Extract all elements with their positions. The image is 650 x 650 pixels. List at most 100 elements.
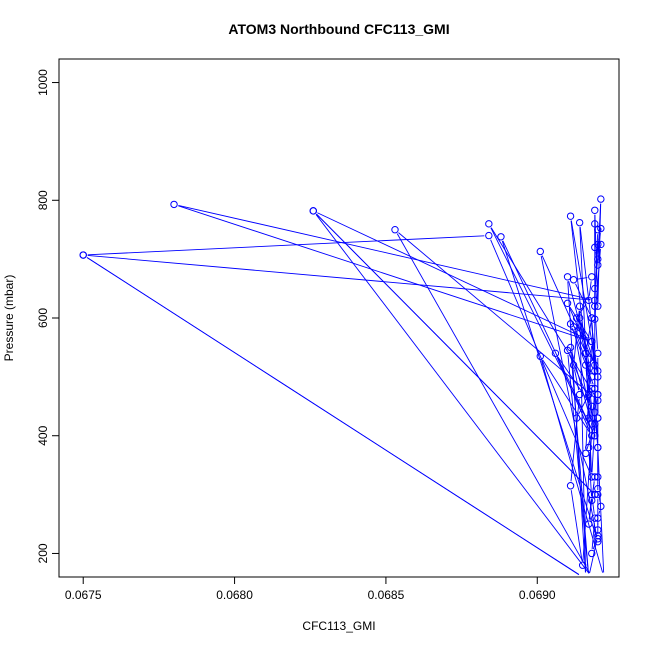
series-line-segment (598, 248, 601, 261)
data-point (575, 302, 584, 310)
data-point (594, 226, 602, 234)
data-point (594, 532, 602, 540)
data-point (588, 420, 596, 428)
data-point (551, 349, 560, 358)
y-tick-label: 600 (36, 308, 50, 328)
data-point (563, 299, 572, 307)
series-line-segment (598, 510, 601, 514)
series-line-segment (591, 481, 595, 497)
x-axis: 0.0675 0.0680 0.0685 0.0690 (65, 576, 556, 602)
data-point (588, 432, 596, 440)
series-line-segment (591, 428, 595, 473)
data-point (594, 414, 602, 422)
y-tick-label: 400 (36, 425, 50, 445)
data-point (497, 233, 505, 241)
series-line-segment (591, 522, 595, 550)
series-line-segment (178, 204, 591, 300)
series-line-segment (502, 240, 594, 432)
series-line-segment (501, 240, 597, 538)
data-point (309, 207, 317, 215)
data-point (578, 561, 587, 569)
data-point (485, 220, 493, 228)
data-point (591, 206, 599, 214)
series-line-segment (490, 239, 591, 473)
data-point (569, 276, 578, 284)
data-point (588, 337, 596, 346)
data-point (597, 240, 605, 249)
series-line-segment (86, 257, 580, 575)
data-point (588, 402, 596, 410)
data-point (591, 384, 599, 393)
series-line-segment (490, 227, 596, 397)
data-point (591, 367, 599, 375)
series-line-segment (398, 232, 595, 398)
series-line-segment (316, 213, 592, 492)
data-point (582, 349, 590, 358)
data-point (170, 200, 178, 209)
data-point (536, 247, 544, 256)
data-point (585, 355, 593, 363)
data-point (536, 352, 544, 360)
series-line-segment (586, 322, 592, 349)
series-line-segment (574, 369, 580, 391)
series-line-segment (588, 281, 592, 296)
data-point (591, 420, 599, 428)
data-point (585, 390, 593, 399)
data-point (391, 226, 399, 234)
data-point (591, 243, 599, 252)
series-line-segment (542, 359, 590, 433)
series-line-segment (540, 255, 598, 538)
data-point (594, 443, 602, 452)
x-tick-label: 0.0675 (65, 588, 102, 602)
chart-title: ATOM3 Northbound CFC113_GMI (228, 21, 449, 37)
series-line-segment (598, 232, 601, 241)
data-point (588, 384, 596, 393)
data-point (591, 514, 599, 522)
data-point (591, 315, 599, 323)
data-point (575, 390, 584, 399)
data-point (566, 343, 575, 352)
data-point (594, 537, 602, 546)
series-line-segment (578, 303, 587, 315)
x-tick-label: 0.0690 (519, 588, 556, 602)
series-layer (79, 195, 605, 575)
data-point (591, 408, 599, 416)
data-point (594, 396, 602, 405)
data-point (582, 449, 590, 458)
series-line-segment (315, 214, 590, 574)
data-point (575, 314, 584, 322)
series-line-segment (594, 310, 598, 349)
series-line-segment (570, 220, 595, 432)
series-line-segment (556, 357, 591, 432)
data-point (569, 361, 578, 369)
y-tick-label: 800 (36, 190, 50, 210)
data-point (79, 251, 87, 259)
data-point (594, 526, 602, 534)
data-point (572, 314, 581, 322)
series-line-segment (87, 254, 591, 301)
data-point (591, 432, 599, 440)
data-point (594, 373, 602, 381)
series-line-segment (567, 281, 586, 573)
series-line-segment (570, 351, 589, 573)
data-point (585, 520, 593, 528)
y-axis-label: Pressure (mbar) (2, 275, 16, 362)
data-point (594, 261, 602, 269)
x-tick-label: 0.0680 (216, 588, 253, 602)
y-tick-label: 200 (36, 543, 50, 563)
series-line-segment (591, 322, 605, 573)
series-line-segment (571, 327, 594, 385)
data-point (485, 231, 493, 240)
y-axis: 200 400 600 800 1000 (36, 69, 60, 563)
data-point (594, 535, 602, 543)
data-point (585, 414, 593, 422)
data-point (575, 218, 584, 227)
data-point (591, 473, 599, 481)
series-line-segment (570, 398, 580, 482)
data-point (594, 367, 602, 375)
data-point (597, 195, 605, 203)
data-point (594, 490, 602, 499)
series-line-segment (87, 235, 485, 256)
data-point (588, 549, 596, 558)
